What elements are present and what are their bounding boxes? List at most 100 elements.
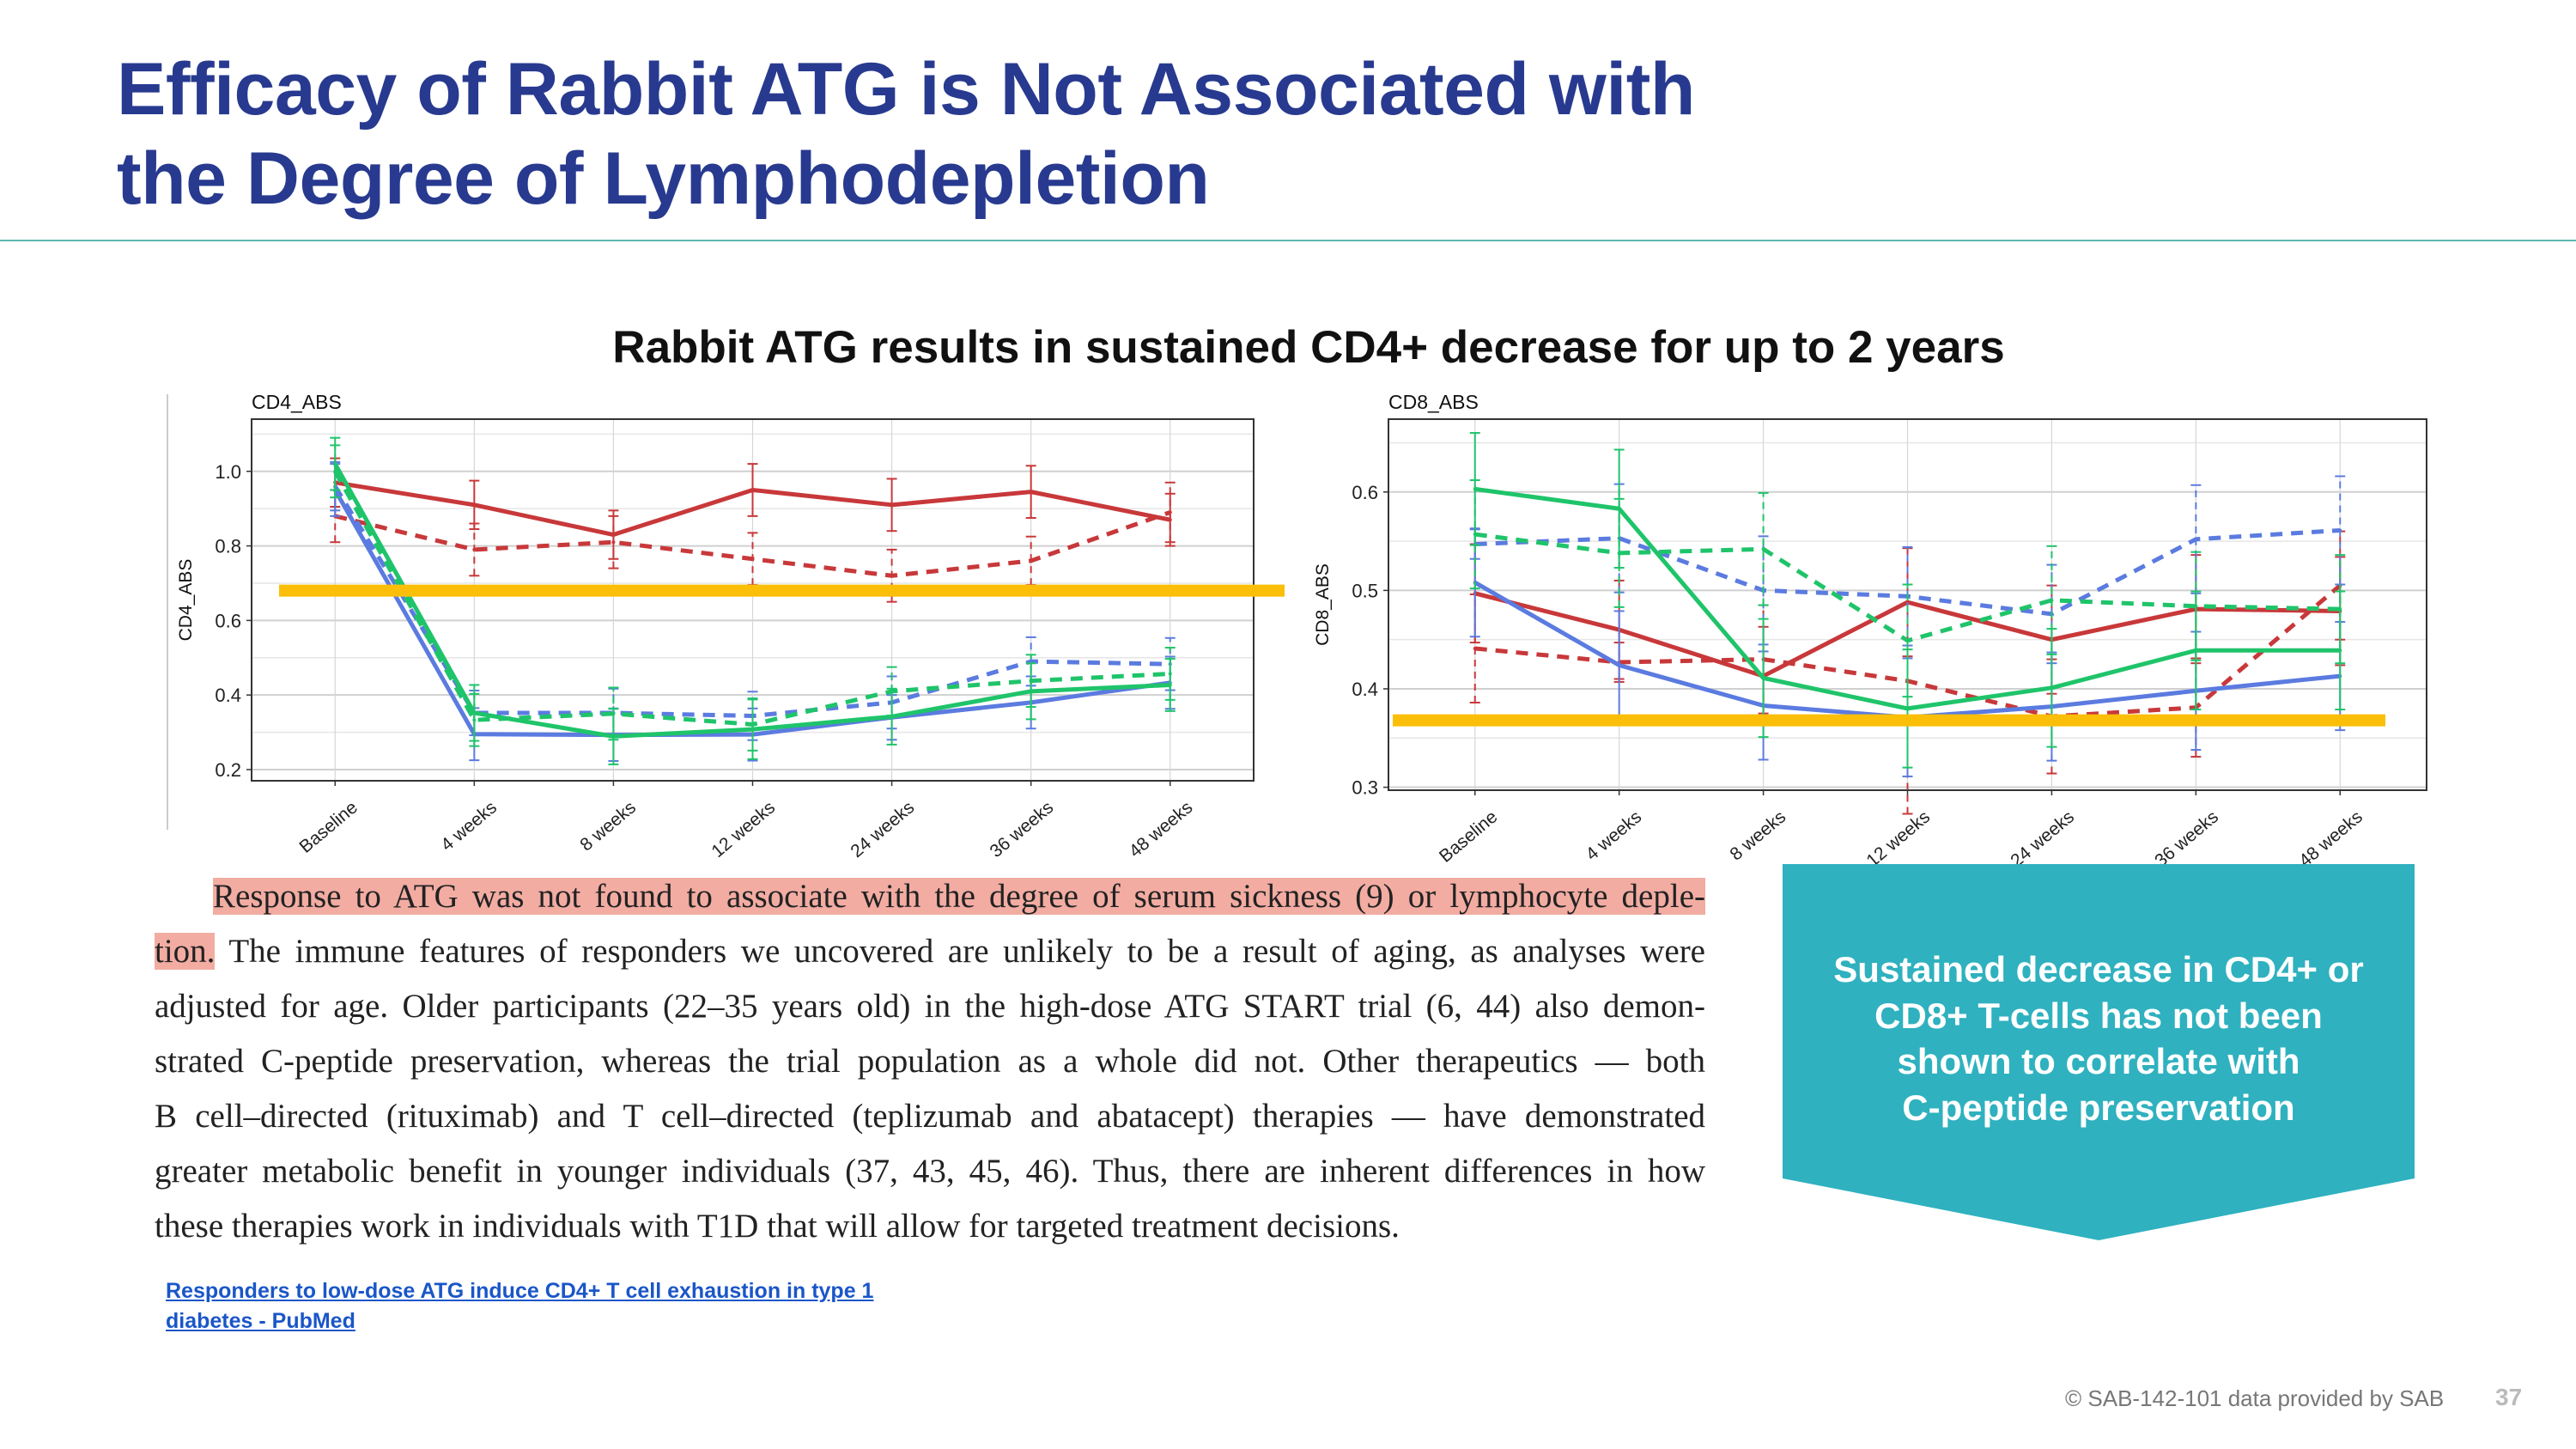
- data-point: [1473, 646, 1477, 650]
- excerpt-line-1: Response to ATG was not found to associa…: [155, 869, 1705, 924]
- data-point: [611, 540, 616, 545]
- plot-frame: [1388, 418, 2427, 791]
- title-divider: [0, 240, 2576, 241]
- excerpt-line-2: tion. The immune features of responders …: [155, 924, 1705, 979]
- callout-line: shown to correlate with: [1897, 1041, 2300, 1081]
- data-point: [1029, 679, 1033, 683]
- data-point: [1029, 660, 1033, 664]
- data-point: [1168, 518, 1172, 522]
- data-point: [2050, 685, 2054, 690]
- callout-line: C-peptide preservation: [1902, 1087, 2295, 1128]
- data-point: [472, 718, 477, 722]
- series-6: [330, 444, 1176, 752]
- data-point: [1168, 672, 1172, 676]
- callout-line: Sustained decrease in CD4+ or: [1833, 949, 2364, 989]
- footer-copyright: © SAB-142-101 data provided by SAB: [2065, 1385, 2445, 1411]
- chart-cd8-abs: Baseline 4 weeks 8 weeks 12 weeks 24 weeks 36…: [1313, 391, 2427, 871]
- x-tick-label: 36 weeks: [2151, 807, 2222, 871]
- data-point: [1617, 663, 1621, 667]
- threshold-highlight-bar: [1393, 714, 2385, 727]
- slide-title: Efficacy of Rabbit ATG is Not Associated…: [117, 45, 1695, 223]
- data-point: [1029, 490, 1033, 494]
- x-tick-label: 8 weeks: [1726, 807, 1789, 864]
- data-point: [1905, 706, 1910, 710]
- x-tick-label: 4 weeks: [1583, 807, 1646, 864]
- y-tick-label: 0.6: [215, 610, 241, 631]
- paper-excerpt: Response to ATG was not found to associa…: [155, 869, 1705, 1254]
- data-point: [472, 711, 477, 715]
- x-tick-label: 8 weeks: [576, 797, 640, 855]
- y-axis-label: CD8_ABS: [1313, 563, 1333, 646]
- y-tick-label: 0.8: [215, 536, 241, 557]
- chart-title: CD4_ABS: [252, 391, 342, 413]
- series-6: [1469, 479, 2346, 698]
- x-tick-label: Baseline: [295, 797, 361, 856]
- slide-title-line-2: the Degree of Lymphodepletion: [117, 137, 1210, 220]
- x-tick-label: 4 weeks: [437, 797, 501, 855]
- excerpt-line-4: strated C-peptide preservation, whereas …: [155, 1043, 1705, 1080]
- data-point: [2338, 607, 2342, 612]
- data-point: [2050, 598, 2054, 602]
- data-point: [611, 711, 616, 715]
- y-tick-label: 0.5: [1352, 580, 1378, 601]
- data-point: [890, 574, 894, 578]
- data-point: [1761, 676, 1765, 680]
- highlighted-text: tion.: [155, 933, 216, 970]
- data-point: [750, 728, 755, 732]
- x-tick-label: 24 weeks: [847, 797, 918, 861]
- data-point: [2194, 604, 2198, 608]
- excerpt-line-7: these therapies work in individuals with…: [155, 1208, 1400, 1245]
- plot-frame: [251, 418, 1255, 782]
- data-point: [472, 502, 477, 507]
- data-point: [1168, 510, 1172, 514]
- chart-cd4-abs: Baseline 4 weeks 8 weeks 12 weeks 24 weeks 36…: [176, 391, 1285, 861]
- excerpt-line-3: adjusted for age. Older participants (22…: [155, 988, 1705, 1025]
- data-point: [750, 557, 755, 561]
- data-point: [2338, 528, 2342, 533]
- excerpt-text: The immune features of responders we unc…: [215, 933, 1705, 970]
- callout-line: CD8+ T-cells has not been: [1874, 995, 2323, 1036]
- y-tick-label: 0.4: [215, 685, 241, 706]
- excerpt-line-6: greater metabolic benefit in younger ind…: [155, 1153, 1705, 1190]
- data-point: [2194, 537, 2198, 541]
- data-point: [1761, 547, 1765, 551]
- callout-box: Sustained decrease in CD4+ or CD8+ T-cel…: [1783, 864, 2415, 1240]
- y-tick-label: 0.3: [1352, 777, 1378, 799]
- chart-headline: Rabbit ATG results in sustained CD4+ dec…: [612, 322, 2005, 373]
- y-tick-label: 0.2: [215, 759, 241, 781]
- callout-text: Sustained decrease in CD4+ or CD8+ T-cel…: [1783, 947, 2415, 1130]
- link-line-1[interactable]: Responders to low-dose ATG induce CD4+ T…: [166, 1279, 874, 1303]
- data-point: [1473, 533, 1477, 537]
- excerpt-line-5: B cell–directed (rituximab) and T cell–d…: [155, 1098, 1705, 1135]
- x-tick-label: 36 weeks: [987, 797, 1058, 861]
- x-tick-label: 48 weeks: [2295, 807, 2366, 871]
- data-point: [750, 722, 755, 727]
- data-point: [1617, 551, 1621, 555]
- x-tick-label: 12 weeks: [1862, 807, 1934, 871]
- x-tick-label: 24 weeks: [2007, 807, 2078, 871]
- data-point: [472, 547, 477, 551]
- callout-shape: [1783, 864, 2415, 1240]
- data-point: [1905, 638, 1910, 642]
- data-point: [611, 533, 616, 537]
- chart-title: CD8_ABS: [1388, 391, 1479, 413]
- y-tick-label: 0.6: [1352, 482, 1378, 503]
- slide-title-line-1: Efficacy of Rabbit ATG is Not Associated…: [117, 48, 1695, 131]
- pubmed-source-link[interactable]: Responders to low-dose ATG induce CD4+ T…: [166, 1276, 873, 1336]
- data-point: [1029, 558, 1033, 563]
- data-point: [333, 469, 337, 473]
- highlighted-text: Response to ATG was not found to associa…: [213, 878, 1705, 915]
- threshold-highlight-bar: [279, 584, 1285, 597]
- y-tick-label: 0.4: [1352, 679, 1378, 700]
- y-axis-label: CD4_ABS: [176, 559, 196, 642]
- x-tick-label: 48 weeks: [1126, 797, 1197, 861]
- data-point: [333, 462, 337, 466]
- data-point: [2194, 648, 2198, 653]
- page-number: 37: [2495, 1384, 2523, 1410]
- data-point: [890, 689, 894, 693]
- link-line-2[interactable]: diabetes - PubMed: [166, 1309, 355, 1333]
- x-tick-label: 12 weeks: [708, 797, 779, 861]
- x-tick-label: Baseline: [1436, 807, 1501, 866]
- data-point: [750, 488, 755, 492]
